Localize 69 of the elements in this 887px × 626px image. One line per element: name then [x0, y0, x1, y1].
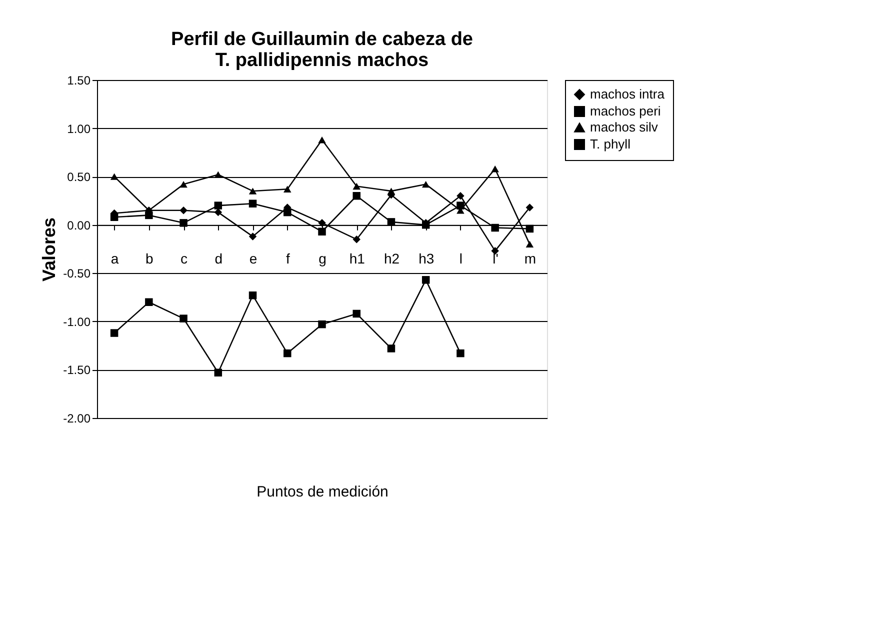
- x-tick-label: h2: [384, 250, 400, 266]
- point: [214, 208, 222, 216]
- text: Perfil de Guillaumin de cabeza de: [171, 29, 473, 50]
- y-tick-label: -1.00: [63, 314, 91, 329]
- x-tick-label: l: [459, 250, 463, 266]
- point: [180, 219, 188, 227]
- point: [110, 329, 118, 337]
- y-tick-label: -2.00: [63, 412, 91, 426]
- point: [180, 206, 188, 214]
- point: [284, 208, 292, 216]
- y-tick-label: -1.50: [63, 363, 91, 378]
- x-tick-label: h3: [418, 250, 434, 266]
- point: [318, 228, 326, 236]
- x-tick-label: g: [318, 250, 326, 266]
- point: [387, 344, 396, 352]
- point: [352, 310, 360, 318]
- x-tick-label: m: [524, 250, 536, 266]
- point: [422, 276, 430, 284]
- point: [248, 200, 257, 208]
- x-tick-label: e: [249, 250, 258, 266]
- point: [526, 204, 534, 212]
- point: [145, 298, 153, 306]
- text: T. pallidipennis machos: [215, 50, 429, 71]
- y-tick-label: 0.00: [67, 218, 91, 232]
- x-tick-label: c: [180, 250, 188, 266]
- point: [318, 136, 326, 144]
- legend-label: machos intra: [590, 86, 666, 102]
- point: [456, 192, 464, 200]
- point: [352, 192, 360, 200]
- x-tick-label: h1: [349, 250, 366, 266]
- point: [491, 165, 499, 172]
- point: [318, 320, 326, 328]
- point: [214, 368, 222, 376]
- point: [248, 232, 257, 240]
- point: [284, 186, 292, 192]
- y-tick-label: 0.50: [67, 170, 91, 184]
- point: [491, 224, 499, 232]
- point: [318, 219, 326, 227]
- point: [110, 173, 118, 180]
- point: [456, 202, 464, 210]
- x-tick-label: f: [286, 250, 290, 266]
- y-axis-title: Valores: [39, 217, 60, 282]
- point: [214, 202, 222, 210]
- point: [180, 180, 188, 188]
- point: [387, 218, 396, 226]
- y-tick-label: 1.50: [67, 74, 91, 88]
- point: [526, 224, 534, 233]
- legend-label: machos peri: [590, 104, 661, 118]
- x-tick-label: a: [110, 250, 119, 266]
- x-tick-label: b: [146, 250, 154, 266]
- point: [180, 314, 188, 322]
- x-tick-label: d: [214, 250, 223, 266]
- point: [352, 182, 360, 190]
- y-tick-label: -0.50: [63, 266, 91, 281]
- point: [214, 171, 222, 178]
- x-axis-title: Puntos de medición: [256, 484, 388, 500]
- point: [526, 240, 534, 248]
- legend-label: T. phyll: [590, 136, 631, 152]
- point: [248, 188, 257, 194]
- legend-label: machos silv: [590, 120, 658, 134]
- y-tick-label: 1.00: [67, 122, 91, 136]
- x-tick-label: l': [492, 250, 498, 266]
- point: [456, 349, 464, 358]
- point: [110, 213, 118, 222]
- point: [352, 235, 360, 244]
- point: [248, 291, 257, 300]
- point: [284, 349, 292, 358]
- point: [422, 180, 430, 188]
- point: [387, 188, 396, 194]
